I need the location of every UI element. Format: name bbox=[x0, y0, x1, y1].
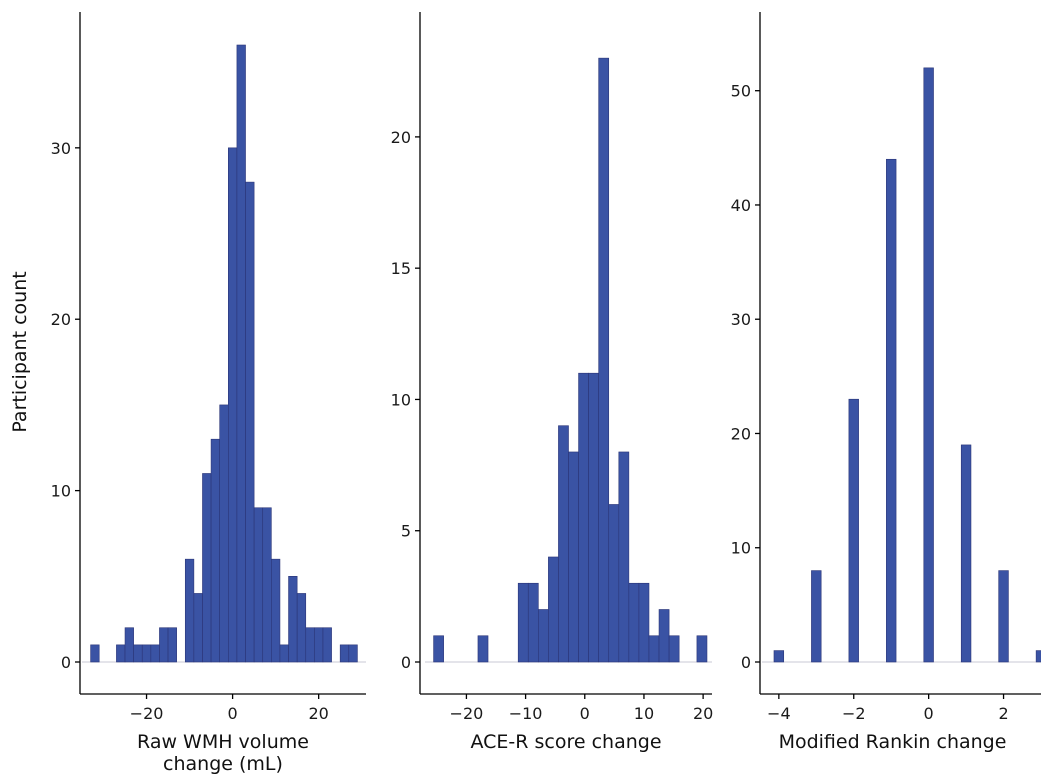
histogram-bar bbox=[348, 644, 358, 663]
histogram-bar bbox=[608, 504, 620, 663]
x-tick-label: 0 bbox=[580, 704, 590, 723]
panel-modified-rankin-change: 0 10 20 30 40 50 −4 −2 0 2 Modified Rankin change bbox=[731, 12, 1041, 753]
histogram-bar bbox=[998, 570, 1009, 663]
histogram-bar bbox=[638, 582, 650, 663]
x-tick-label: 0 bbox=[924, 704, 934, 723]
histogram-bar bbox=[90, 644, 100, 663]
histogram-bar bbox=[116, 644, 126, 663]
histogram-bar bbox=[133, 644, 143, 663]
histogram-bar bbox=[658, 609, 670, 663]
x-tick-label: −10 bbox=[509, 704, 543, 723]
histogram-bar bbox=[210, 438, 220, 663]
x-axis-title: ACE-R score change bbox=[470, 731, 661, 753]
y-tick-label: 10 bbox=[731, 539, 751, 558]
histogram-bar bbox=[923, 67, 934, 663]
x-tick-label: 10 bbox=[634, 704, 654, 723]
y-tick-label: 10 bbox=[391, 390, 411, 409]
histogram-bar bbox=[538, 609, 549, 663]
histogram-bar bbox=[288, 576, 298, 663]
histogram-bar bbox=[305, 627, 315, 663]
x-tick-label: 20 bbox=[308, 704, 328, 723]
histogram-bar bbox=[219, 404, 229, 663]
histogram-bar bbox=[648, 635, 660, 663]
y-tick-label: 20 bbox=[51, 310, 71, 329]
histogram-bar bbox=[598, 57, 610, 663]
histogram-bar bbox=[150, 644, 160, 663]
histogram-bar bbox=[517, 582, 529, 663]
histogram-bar bbox=[773, 650, 785, 663]
histogram-bar bbox=[848, 398, 859, 663]
y-tick-label: 50 bbox=[731, 82, 751, 101]
histogram-bar bbox=[477, 635, 489, 663]
histogram-bar bbox=[262, 507, 272, 663]
y-tick-label: 10 bbox=[51, 482, 71, 501]
histogram-bar bbox=[548, 556, 559, 663]
y-tick-label: 30 bbox=[731, 310, 751, 329]
histogram-bar bbox=[960, 444, 972, 663]
histogram-bar bbox=[696, 635, 708, 663]
x-axis-title: Raw WMH volume bbox=[137, 731, 309, 753]
y-tick-label: 20 bbox=[391, 128, 411, 147]
histogram-bar bbox=[618, 451, 630, 663]
histogram-bar bbox=[228, 147, 238, 663]
histogram-bar bbox=[245, 181, 255, 663]
x-tick-label: −2 bbox=[842, 704, 866, 723]
y-tick-label: 5 bbox=[401, 522, 411, 541]
y-axis-title: Participant count bbox=[9, 271, 31, 432]
histogram-bar bbox=[279, 644, 289, 663]
histogram-bar bbox=[141, 644, 152, 663]
x-tick-label: 20 bbox=[693, 704, 713, 723]
y-tick-label: 0 bbox=[741, 653, 751, 672]
histogram-bar bbox=[811, 570, 822, 663]
y-tick-label: 0 bbox=[401, 653, 411, 672]
panel-ace-r-score-change: 0 5 10 15 20 −20 −10 0 10 20 ACE-R score change bbox=[391, 12, 713, 753]
histogram-bar bbox=[253, 507, 264, 663]
histogram-bar bbox=[1035, 650, 1041, 663]
histogram-bar bbox=[668, 635, 680, 663]
x-tick-label: −20 bbox=[450, 704, 484, 723]
histogram-bar bbox=[568, 451, 579, 663]
histogram-bar bbox=[124, 627, 134, 663]
x-tick-label: 0 bbox=[228, 704, 238, 723]
histogram-bar bbox=[184, 558, 195, 663]
x-axis-title: Modified Rankin change bbox=[779, 731, 1007, 753]
histogram-bar bbox=[558, 425, 569, 663]
y-tick-label: 0 bbox=[61, 653, 71, 672]
histogram-bar bbox=[167, 627, 177, 663]
histogram-bar bbox=[628, 582, 640, 663]
y-tick-label: 15 bbox=[391, 259, 411, 278]
x-axis-title: change (mL) bbox=[163, 753, 283, 775]
histogram-bar bbox=[886, 158, 897, 663]
histogram-bar bbox=[159, 627, 169, 663]
histogram-bar bbox=[314, 627, 324, 663]
histogram-bar bbox=[578, 372, 589, 663]
histogram-bar bbox=[193, 593, 203, 663]
histogram-bar bbox=[296, 593, 307, 663]
y-tick-label: 40 bbox=[731, 196, 751, 215]
histogram-bar bbox=[322, 627, 332, 663]
y-tick-label: 30 bbox=[51, 139, 71, 158]
histogram-bar bbox=[339, 644, 350, 663]
histogram-bar bbox=[527, 582, 539, 663]
x-tick-label: −4 bbox=[767, 704, 791, 723]
histogram-bar bbox=[588, 372, 599, 663]
histogram-bar bbox=[236, 44, 246, 663]
histogram-bar bbox=[202, 473, 212, 663]
x-tick-label: −20 bbox=[130, 704, 164, 723]
x-tick-label: 2 bbox=[998, 704, 1008, 723]
histogram-bar bbox=[433, 635, 444, 663]
y-tick-label: 20 bbox=[731, 424, 751, 443]
histogram-bar bbox=[271, 558, 281, 663]
